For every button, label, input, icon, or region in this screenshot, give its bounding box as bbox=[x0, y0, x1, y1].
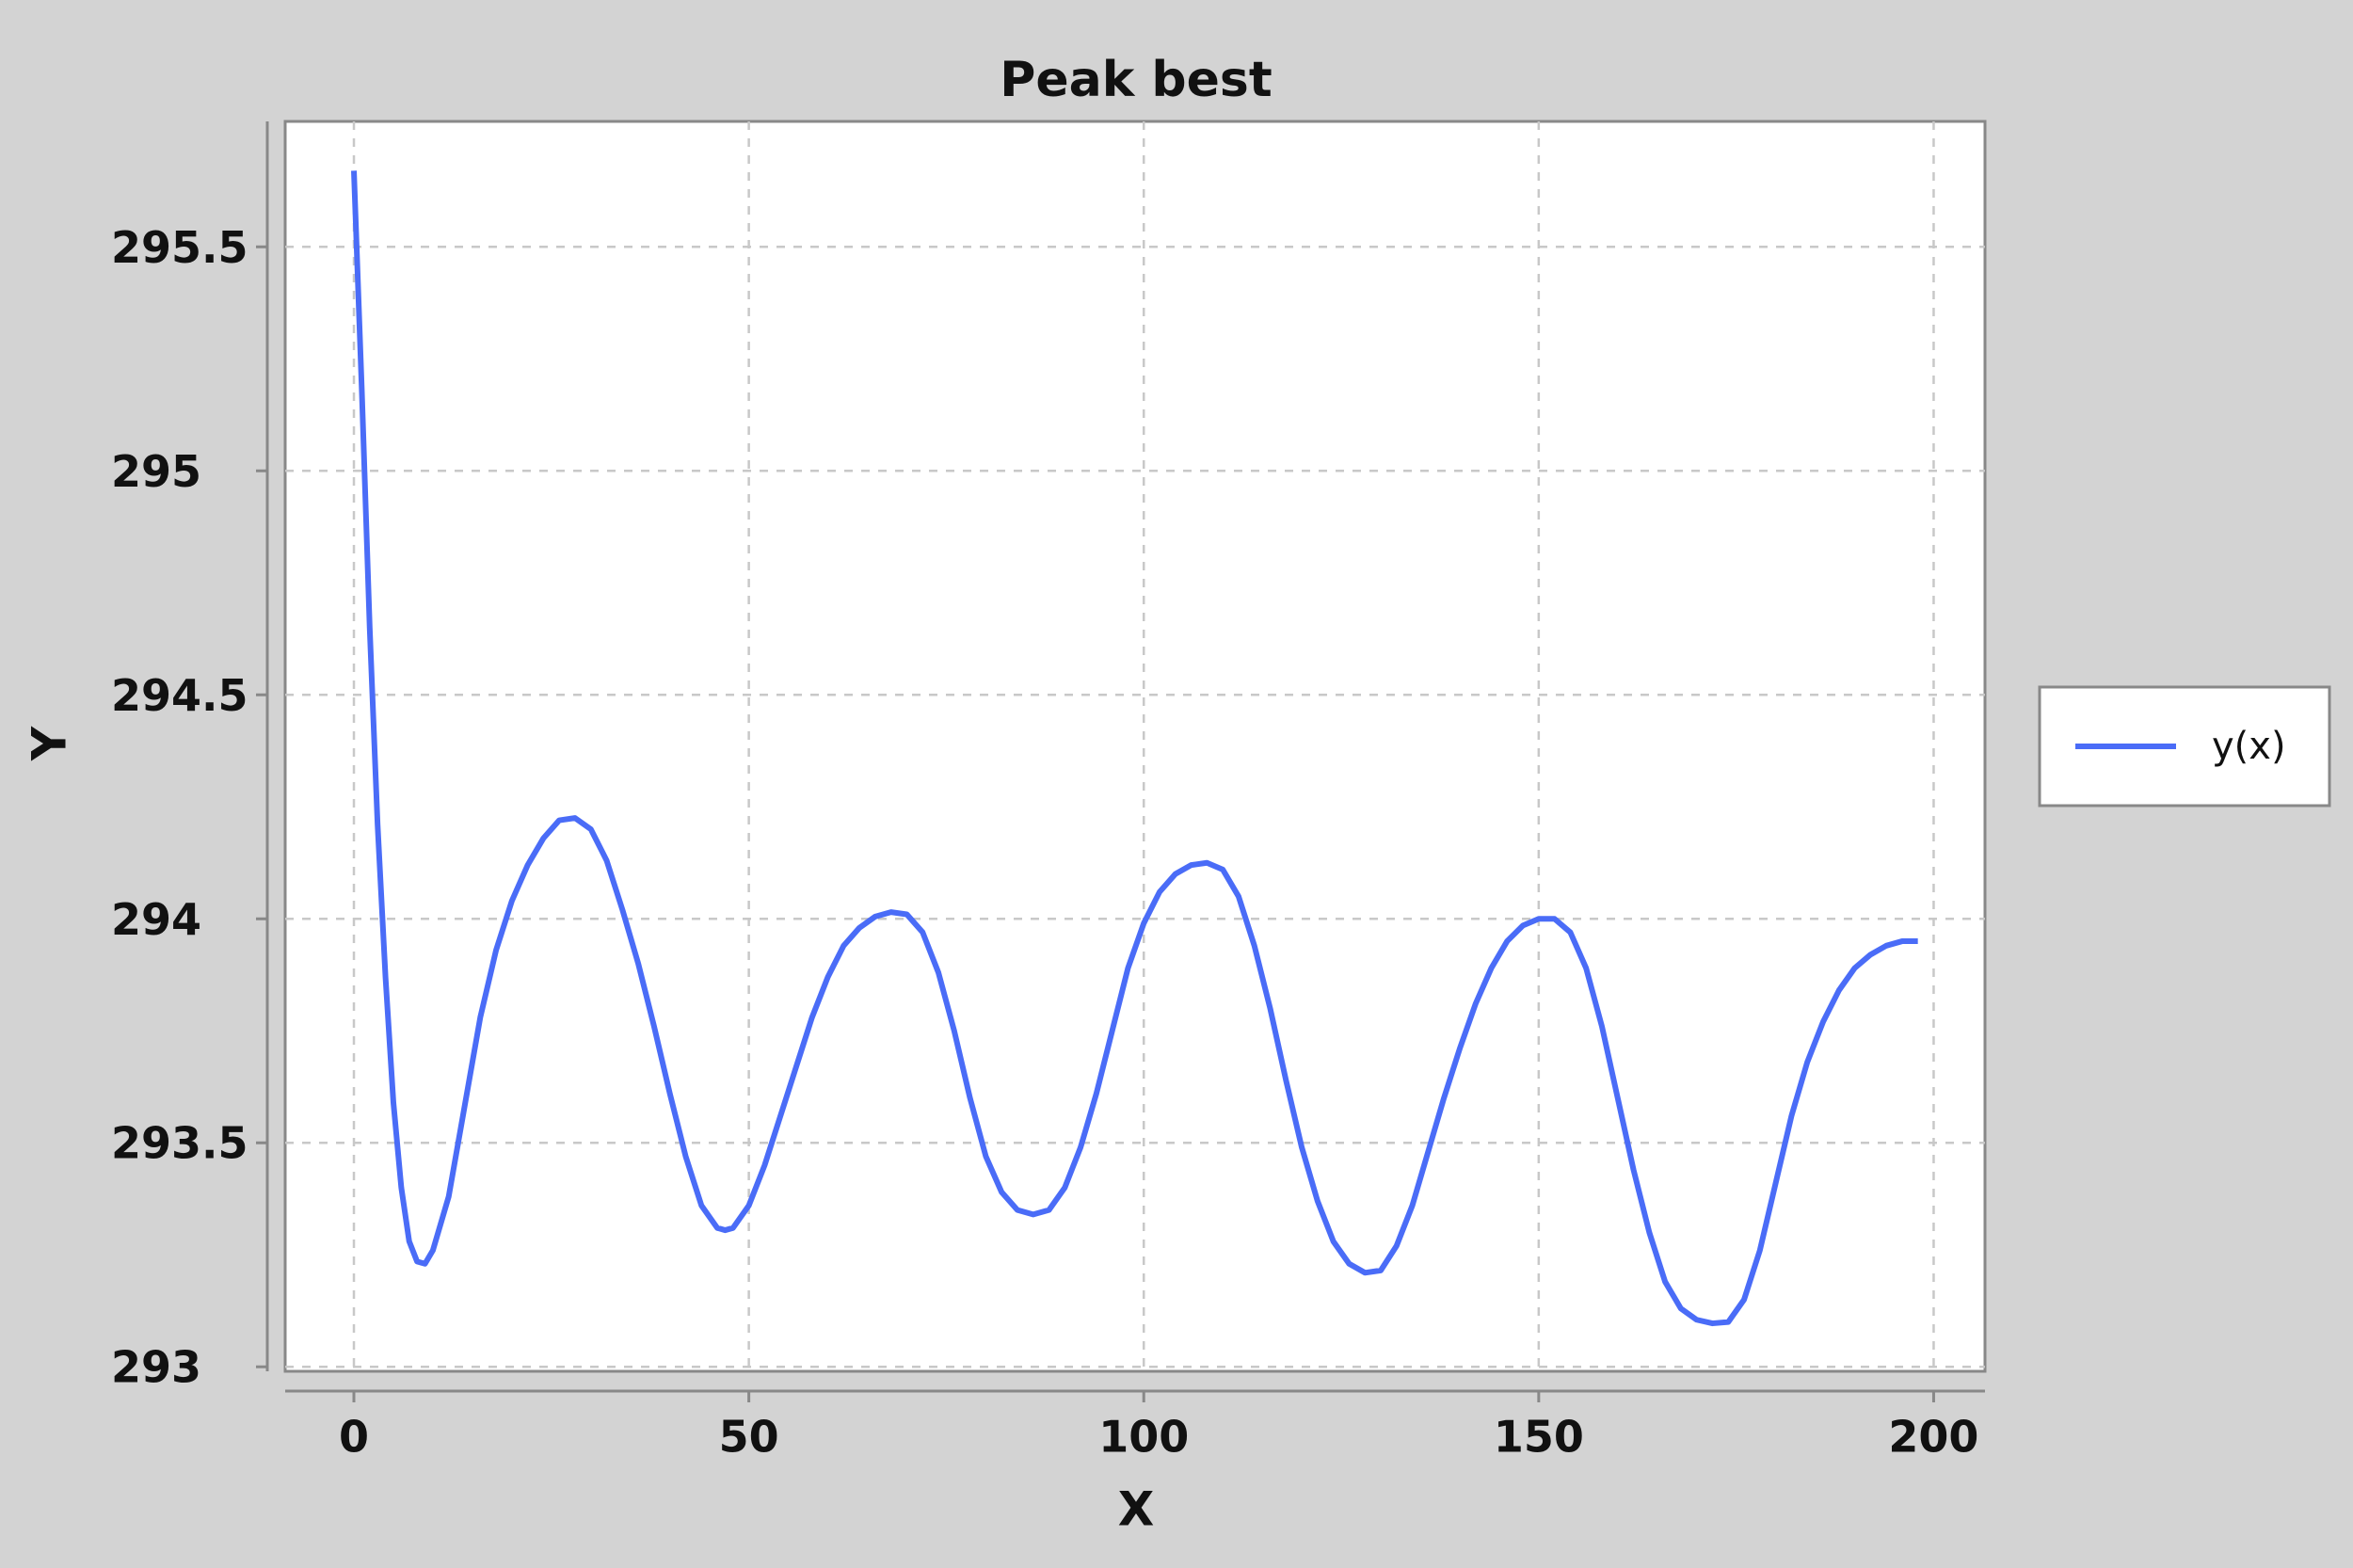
legend-label: y(x) bbox=[2212, 725, 2286, 768]
x-tick-label: 150 bbox=[1494, 1412, 1584, 1463]
x-axis-label: X bbox=[1118, 1482, 1155, 1537]
y-axis-label: Y bbox=[23, 726, 77, 761]
y-tick-label: 295.5 bbox=[111, 222, 248, 273]
x-tick-label: 50 bbox=[719, 1412, 779, 1463]
y-tick-label: 294 bbox=[111, 894, 201, 945]
data-line bbox=[351, 170, 1918, 1327]
plot-area bbox=[283, 120, 1987, 1373]
y-tick-label: 294.5 bbox=[111, 670, 248, 721]
x-tick-label: 200 bbox=[1888, 1412, 1978, 1463]
x-tick-label: 100 bbox=[1098, 1412, 1189, 1463]
chart-title: Peak best bbox=[1000, 52, 1272, 108]
y-tick-label: 293.5 bbox=[111, 1118, 248, 1169]
y-tick-label: 293 bbox=[111, 1342, 201, 1393]
y-tick-label: 295 bbox=[111, 446, 201, 497]
x-tick-label: 0 bbox=[339, 1412, 369, 1463]
